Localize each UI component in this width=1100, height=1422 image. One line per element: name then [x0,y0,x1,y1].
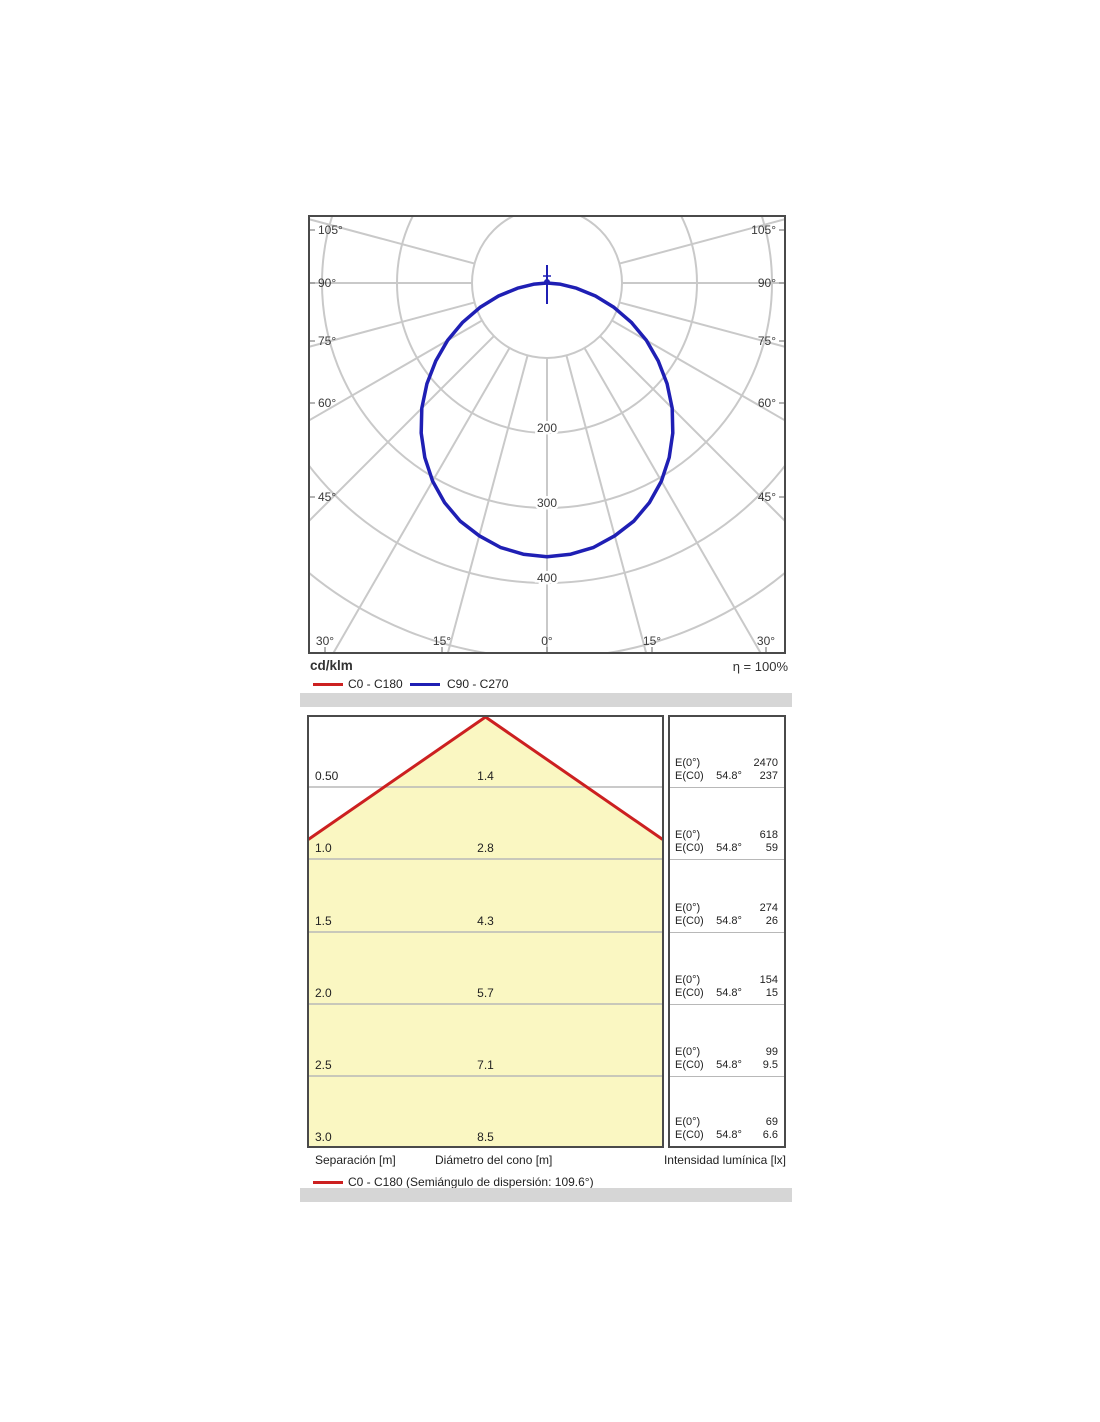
intensity-cell: E(0°) 618 E(C0) 54.8° 59 [670,787,784,859]
separation-value: 1.5 [315,914,332,928]
svg-text:60°: 60° [758,396,776,410]
svg-text:0°: 0° [541,634,553,648]
separation-value: 2.5 [315,1058,332,1072]
svg-text:75°: 75° [318,334,336,348]
e0-value: 2470 [753,757,778,769]
cone-diameter-value: 4.3 [477,914,494,928]
divider-bar-top [300,693,792,707]
ec0-label: E(C0) [675,915,704,927]
svg-text:200: 200 [537,421,557,435]
ec0-value: 15 [765,987,778,999]
legend-swatch-c0-c180 [313,683,343,686]
svg-text:75°: 75° [758,334,776,348]
e0-value: 154 [759,974,778,986]
e0-value: 99 [765,1046,778,1058]
svg-text:105°: 105° [751,223,776,237]
svg-text:60°: 60° [318,396,336,410]
intensity-cell: E(0°) 2470 E(C0) 54.8° 237 [670,717,784,787]
separation-value: 3.0 [315,1130,332,1144]
e0-value: 274 [759,902,778,914]
svg-text:15°: 15° [433,634,451,648]
cone-diameter-value: 1.4 [477,769,494,783]
intensity-cell: E(0°) 69 E(C0) 54.8° 6.6 [670,1076,784,1146]
cone-chart [307,715,664,1148]
beam-angle: 54.8° [716,987,742,999]
intensity-cell: E(0°) 274 E(C0) 54.8° 26 [670,859,784,932]
ec0-value: 6.6 [762,1129,778,1141]
svg-text:300: 300 [537,496,557,510]
ec0-value: 9.5 [762,1059,778,1071]
beam-angle: 54.8° [716,842,742,854]
divider-bar-bottom [300,1188,792,1202]
e0-label: E(0°) [675,1116,701,1128]
svg-text:90°: 90° [318,276,336,290]
axis-label-cone-diameter: Diámetro del cono [m] [435,1153,553,1167]
e0-label: E(0°) [675,1046,701,1058]
separation-value: 2.0 [315,986,332,1000]
separation-value: 1.0 [315,841,332,855]
svg-text:30°: 30° [316,634,334,648]
polar-intensity-chart: 105° 105° 90° 90° 75° 75° 60° 60° 45° 45° 30° 15° 0°… [308,215,786,654]
beam-angle: 54.8° [716,1129,742,1141]
ec0-value: 59 [765,842,778,854]
svg-text:45°: 45° [318,490,336,504]
intensity-cell: E(0°) 154 E(C0) 54.8° 15 [670,932,784,1004]
intensity-table: E(0°) 2470 E(C0) 54.8° 237 E(0°) 618 E(C0) 54… [668,715,786,1148]
cone-diameter-value: 5.7 [477,986,494,1000]
ec0-label: E(C0) [675,1129,704,1141]
legend-swatch-c90-c270 [410,683,440,686]
svg-text:30°: 30° [757,634,775,648]
e0-label: E(0°) [675,902,701,914]
svg-text:105°: 105° [318,223,343,237]
svg-text:90°: 90° [758,276,776,290]
cone-legend-swatch [313,1181,343,1184]
e0-label: E(0°) [675,829,701,841]
legend-label-c0-c180: C0 - C180 [348,677,403,691]
ec0-label: E(C0) [675,1059,704,1071]
ec0-label: E(C0) [675,770,704,782]
cone-diameter-value: 7.1 [477,1058,494,1072]
e0-value: 69 [765,1116,778,1128]
e0-label: E(0°) [675,974,701,986]
ec0-label: E(C0) [675,987,704,999]
polar-units-label: cd/klm [310,658,353,673]
ec0-label: E(C0) [675,842,704,854]
axis-label-intensity: Intensidad lumínica [lx] [663,1153,786,1167]
legend-label-c90-c270: C90 - C270 [447,677,509,691]
ec0-value: 237 [759,770,778,782]
svg-text:400: 400 [537,571,557,585]
axis-label-separation: Separación [m] [315,1153,396,1167]
efficiency-label: η = 100% [732,659,788,674]
beam-angle: 54.8° [716,770,742,782]
beam-angle: 54.8° [716,1059,742,1071]
ec0-value: 26 [765,915,778,927]
cone-legend-label: C0 - C180 (Semiángulo de dispersión: 109… [348,1175,594,1189]
svg-text:45°: 45° [758,490,776,504]
separation-value: 0.50 [315,769,339,783]
svg-text:15°: 15° [643,634,661,648]
intensity-cell: E(0°) 99 E(C0) 54.8° 9.5 [670,1004,784,1076]
e0-value: 618 [759,829,778,841]
e0-label: E(0°) [675,757,701,769]
cone-diameter-value: 2.8 [477,841,494,855]
cone-diagram: 0.50 1.0 1.5 2.0 2.5 3.0 1.4 2.8 4.3 5.7… [307,715,786,1148]
beam-angle: 54.8° [716,915,742,927]
cone-diameter-value: 8.5 [477,1130,494,1144]
